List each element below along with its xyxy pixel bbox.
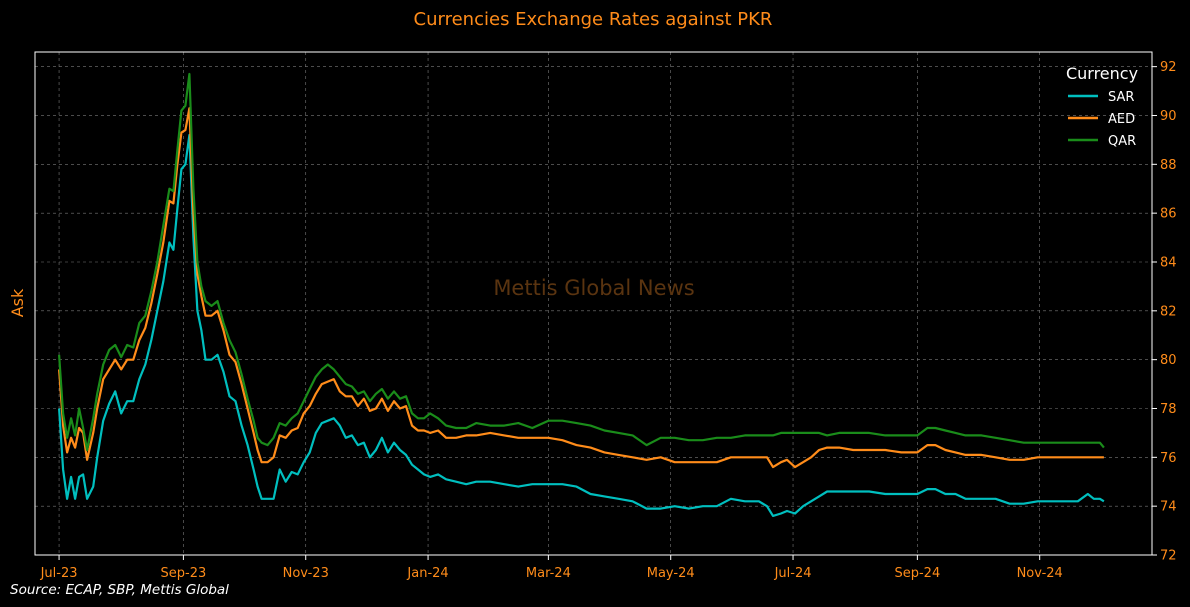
y-tick-label: 78 xyxy=(1160,402,1177,417)
x-tick-label: Sep-23 xyxy=(161,566,207,581)
series-line-qar xyxy=(58,72,1105,452)
y-tick-label: 90 xyxy=(1160,109,1177,124)
y-tick-label: 86 xyxy=(1160,207,1177,222)
source-note: Source: ECAP, SBP, Mettis Global xyxy=(10,582,229,598)
y-axis: 72 74 76 78 80 82 84 86 88 90 92 xyxy=(1152,60,1177,564)
y-tick-label: 80 xyxy=(1160,353,1177,368)
x-tick-label: Mar-24 xyxy=(526,566,571,581)
chart-title: Currencies Exchange Rates against PKR xyxy=(414,9,773,30)
series-line-aed xyxy=(58,107,1104,469)
legend-title: Currency xyxy=(1066,64,1138,83)
x-tick-label: Nov-23 xyxy=(283,566,329,581)
watermark: Mettis Global News xyxy=(493,276,694,300)
plot-frame xyxy=(34,51,1153,556)
x-tick-label: Jul-24 xyxy=(774,566,812,581)
y-tick-label: 88 xyxy=(1160,158,1177,173)
x-tick-label: Nov-24 xyxy=(1017,566,1063,581)
series-line-sar xyxy=(58,133,1105,517)
y-tick-label: 92 xyxy=(1160,60,1177,75)
legend-label-qar: QAR xyxy=(1108,134,1136,149)
legend-label-aed: AED xyxy=(1108,112,1135,127)
x-tick-label: Jul-23 xyxy=(40,566,78,581)
x-axis: Jul-23 Sep-23 Nov-23 Jan-24 Mar-24 May-24 Jul-… xyxy=(40,555,1063,581)
x-tick-label: May-24 xyxy=(647,566,695,581)
y-tick-label: 84 xyxy=(1160,255,1177,270)
y-tick-label: 72 xyxy=(1160,549,1177,564)
legend: Currency SAR AED QAR xyxy=(1066,64,1138,149)
y-axis-label: Ask xyxy=(8,288,27,317)
x-tick-label: Jan-24 xyxy=(406,566,448,581)
y-tick-label: 82 xyxy=(1160,304,1177,319)
y-tick-label: 76 xyxy=(1160,451,1177,466)
series-layer xyxy=(58,72,1105,517)
y-tick-label: 74 xyxy=(1160,500,1177,515)
x-tick-label: Sep-24 xyxy=(894,566,940,581)
legend-label-sar: SAR xyxy=(1108,90,1134,105)
